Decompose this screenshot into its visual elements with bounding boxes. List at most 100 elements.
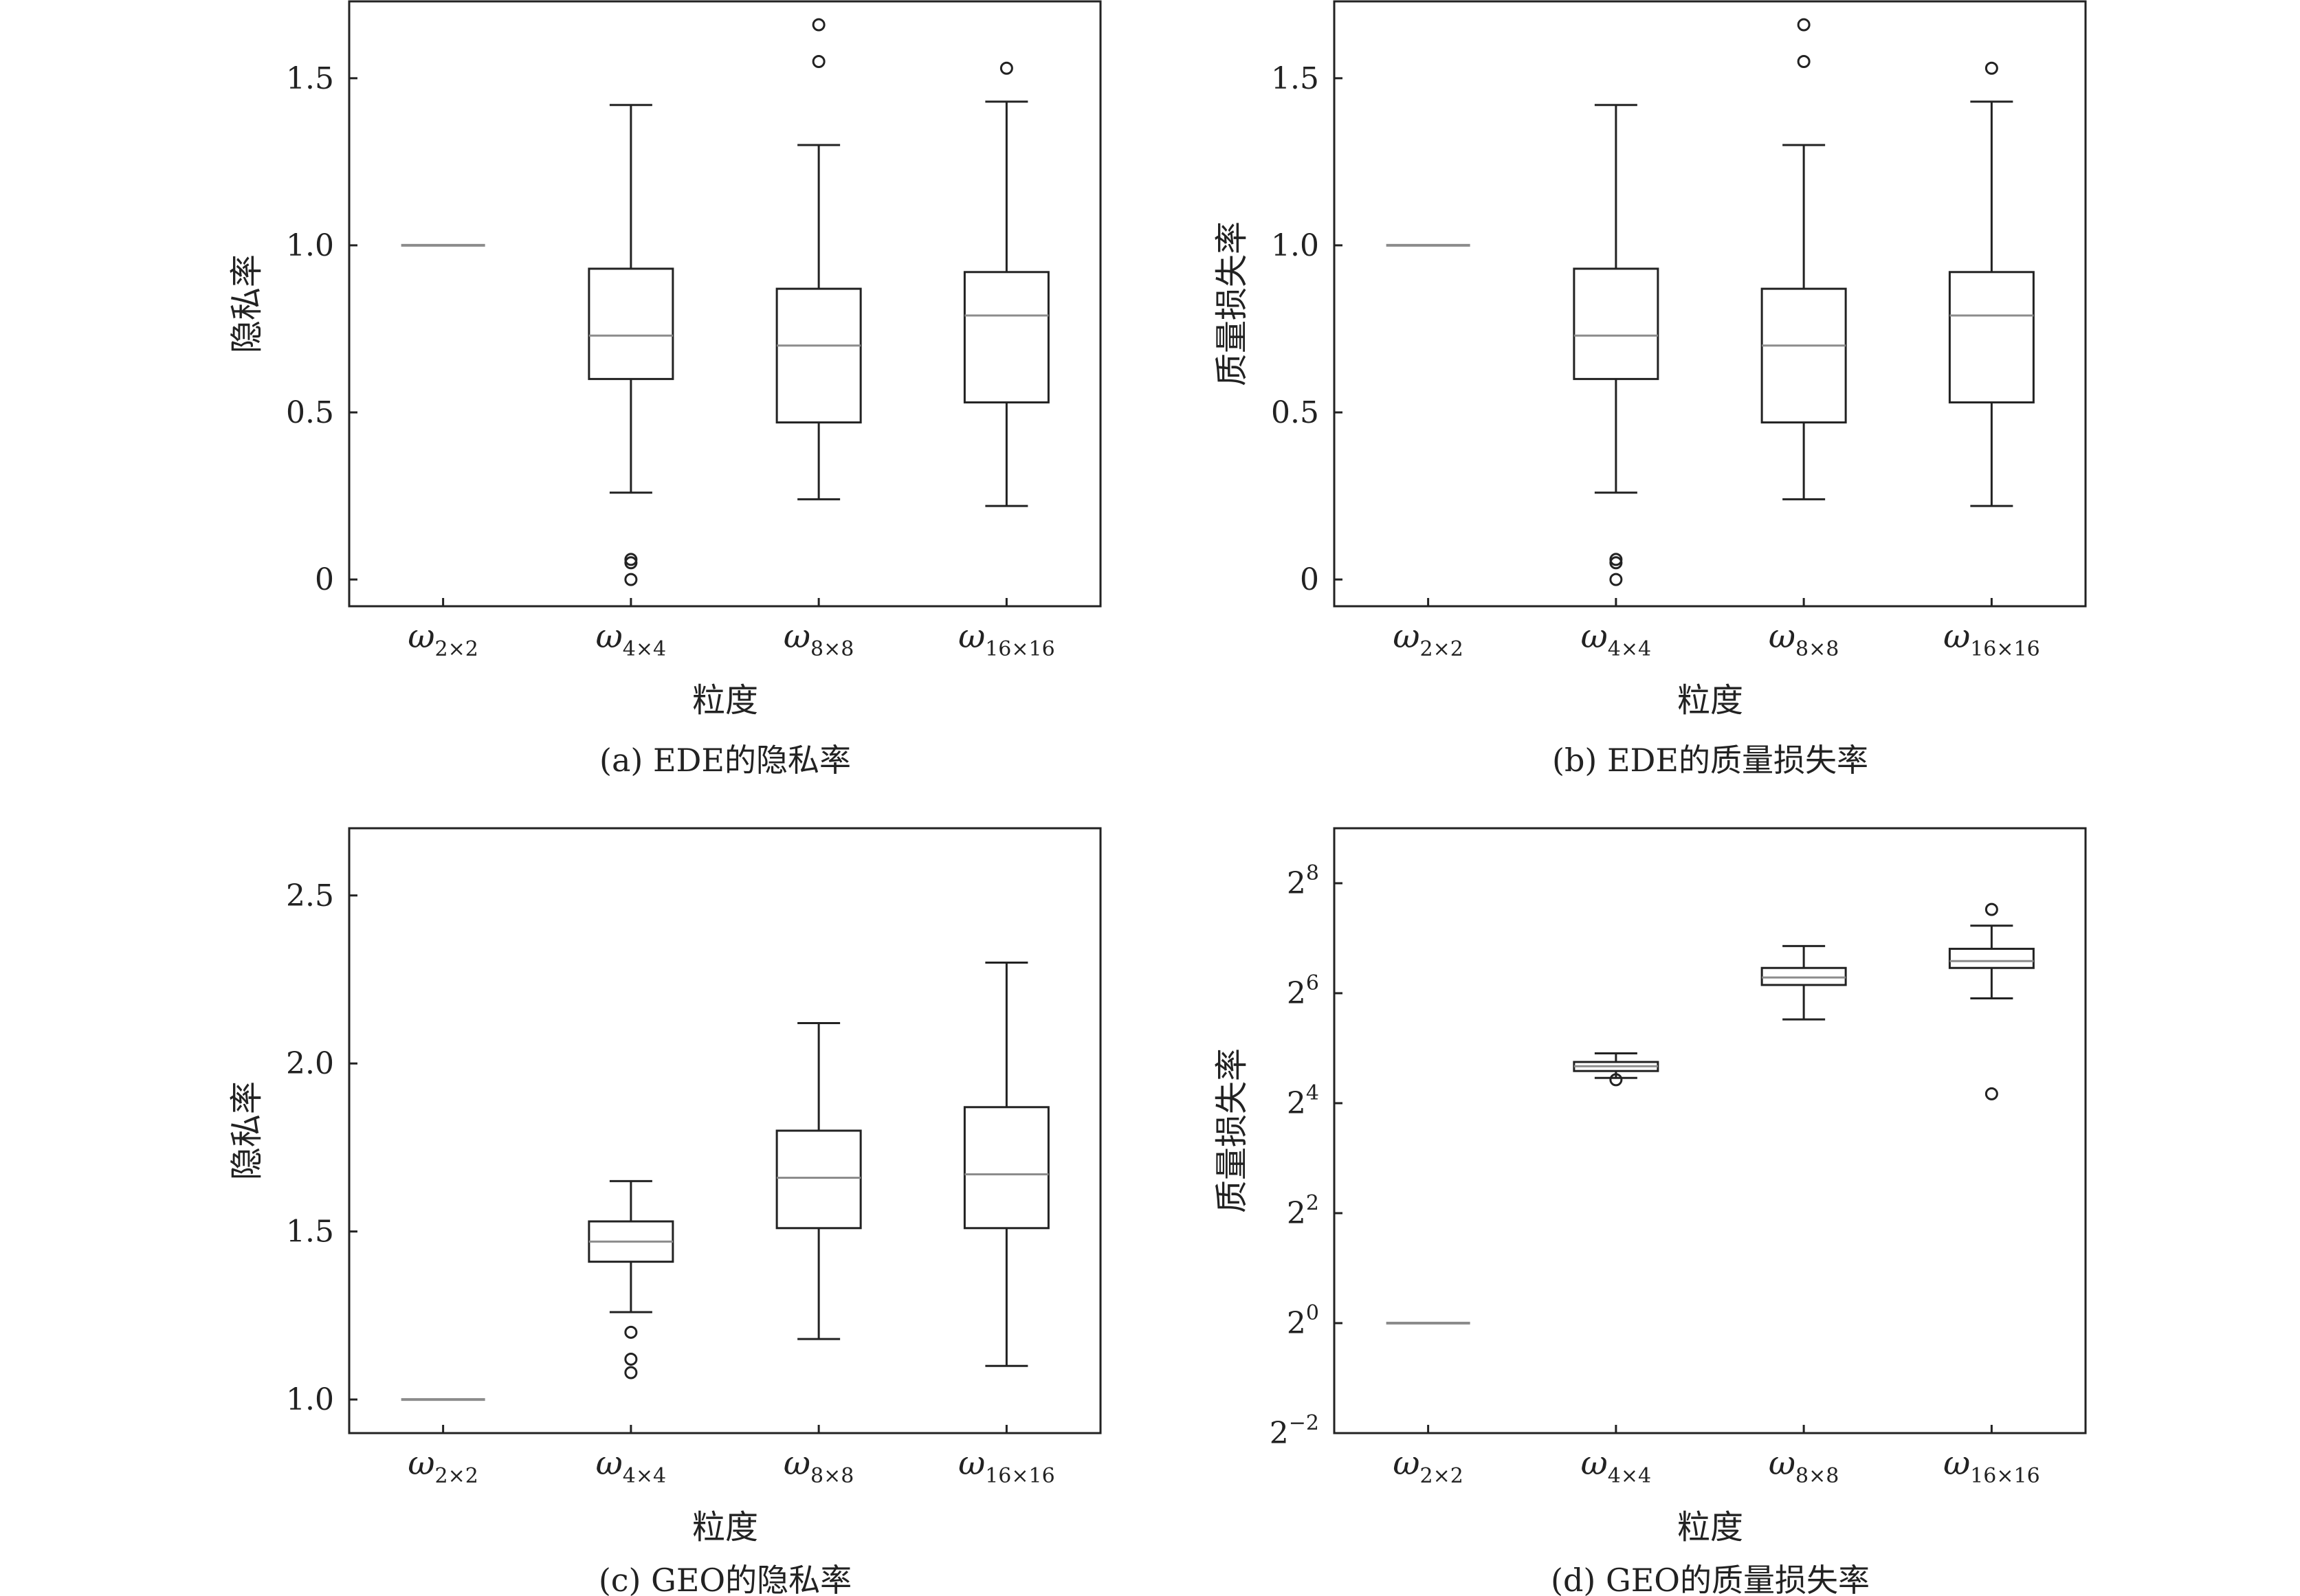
x-tick-label-b-2: ω8×8 [1769, 617, 1839, 661]
y-tick-label-c-0: 1.0 [286, 1382, 334, 1417]
x-axis-label-d: 粒度 [1677, 1508, 1743, 1547]
outlier-c-1-2 [624, 1325, 638, 1339]
outlier-c-1-1 [624, 1352, 638, 1366]
y-tick-label-d-5: 28 [1287, 861, 1319, 901]
box-c-2 [775, 1022, 862, 1340]
box-body-d-3 [1948, 947, 2035, 969]
y-ticks-d: 2−2 20 22 24 26 28 [1270, 861, 1342, 1451]
box-body-b-2 [1760, 287, 1847, 424]
y-tick-label-c-2: 2.0 [286, 1046, 334, 1081]
y-ticks-c: 1.0 1.5 2.0 2.5 [286, 878, 357, 1417]
boxes-c [401, 962, 1050, 1401]
x-tick-label-b-3: ω16×16 [1943, 617, 2040, 661]
plot-frame-b [1333, 0, 2087, 608]
y-ticks-b: 0 0.5 1.0 1.5 [1271, 61, 1342, 597]
box-d-2 [1760, 944, 1847, 1021]
x-categories-c: ω2×2 ω4×4 ω8×8 ω16×16 [408, 1425, 1055, 1488]
y-tick-label-b-3: 1.5 [1271, 61, 1319, 96]
outlier-b-3-0 [1984, 61, 1998, 75]
outlier-b-2-1 [1797, 18, 1811, 32]
box-body-c-2 [775, 1129, 862, 1230]
box-body-a-1 [588, 267, 674, 380]
y-tick-label-b-0: 0 [1300, 562, 1319, 597]
box-body-a-3 [963, 271, 1050, 403]
outlier-d-1-0 [1609, 1073, 1623, 1087]
y-tick-label-c-1: 1.5 [286, 1215, 334, 1250]
y-tick-label-a-0: 0 [315, 562, 334, 597]
outlier-c-1-0 [624, 1366, 638, 1379]
box-d-3 [1948, 902, 2035, 1100]
outlier-d-3-0 [1984, 1087, 1998, 1100]
x-tick-label-d-1: ω4×4 [1581, 1444, 1651, 1488]
y-tick-label-a-3: 1.5 [286, 61, 334, 96]
box-b-3 [1948, 61, 2035, 507]
panel-d: 质量损失率 粒度 (d) GEO的质量损失率 2−2 20 22 24 26 28 ω2×… [1213, 827, 2087, 1596]
x-categories-a: ω2×2 ω4×4 ω8×8 ω16×16 [408, 598, 1055, 661]
x-tick-label-a-3: ω16×16 [958, 617, 1055, 661]
outlier-a-2-0 [812, 55, 826, 69]
boxes-b [1386, 18, 2035, 586]
outlier-b-1-2 [1609, 553, 1623, 566]
outlier-d-3-1 [1984, 902, 1998, 916]
y-axis-label-a: 隐私率 [228, 254, 266, 353]
y-tick-label-d-4: 26 [1287, 971, 1319, 1011]
panel-a: 隐私率 粒度 (a) EDE的隐私率 0 0.5 1.0 1.5 ω2×2 ω4×4 ω8… [228, 0, 1102, 779]
y-ticks-a: 0 0.5 1.0 1.5 [286, 61, 357, 597]
y-tick-label-d-2: 22 [1287, 1191, 1319, 1231]
outlier-b-2-0 [1797, 55, 1811, 69]
panel-b: 质量损失率 粒度 (b) EDE的质量损失率 0 0.5 1.0 1.5 ω2×2 ω4… [1213, 0, 2087, 779]
x-tick-label-d-3: ω16×16 [1943, 1444, 2040, 1488]
x-tick-label-d-2: ω8×8 [1769, 1444, 1839, 1488]
x-tick-label-a-1: ω4×4 [596, 617, 666, 661]
box-body-d-2 [1760, 966, 1847, 986]
box-a-1 [588, 104, 674, 586]
box-b-1 [1573, 104, 1659, 586]
x-tick-label-a-0: ω2×2 [408, 617, 478, 661]
plot-frame-c [348, 827, 1102, 1434]
box-c-1 [588, 1179, 674, 1379]
caption-d: (d) GEO的质量损失率 [1551, 1562, 1870, 1596]
outlier-a-3-0 [999, 61, 1013, 75]
box-a-3 [963, 61, 1050, 507]
x-tick-label-b-1: ω4×4 [1581, 617, 1651, 661]
outlier-b-1-0 [1609, 573, 1623, 586]
box-body-a-2 [775, 287, 862, 424]
x-tick-label-b-0: ω2×2 [1393, 617, 1463, 661]
outlier-a-1-0 [624, 573, 638, 586]
box-body-c-3 [963, 1106, 1050, 1230]
x-tick-label-c-1: ω4×4 [596, 1444, 666, 1488]
x-tick-label-c-0: ω2×2 [408, 1444, 478, 1488]
y-tick-label-d-1: 20 [1287, 1301, 1319, 1341]
x-tick-label-a-2: ω8×8 [784, 617, 854, 661]
y-tick-label-c-3: 2.5 [286, 878, 334, 913]
box-d-1 [1573, 1052, 1659, 1087]
caption-b: (b) EDE的质量损失率 [1552, 742, 1868, 779]
boxes-a [401, 18, 1050, 586]
x-axis-label-a: 粒度 [692, 681, 758, 720]
box-body-b-1 [1573, 267, 1659, 380]
box-a-2 [775, 18, 862, 500]
y-tick-label-a-1: 0.5 [286, 395, 334, 430]
x-categories-b: ω2×2 ω4×4 ω8×8 ω16×16 [1393, 598, 2040, 661]
box-b-2 [1760, 18, 1847, 500]
y-axis-label-c: 隐私率 [228, 1081, 266, 1180]
x-tick-label-d-0: ω2×2 [1393, 1444, 1463, 1488]
box-c-3 [963, 962, 1050, 1367]
caption-c: (c) GEO的隐私率 [599, 1562, 852, 1596]
outlier-a-1-2 [624, 553, 638, 566]
y-axis-label-b: 质量损失率 [1213, 221, 1251, 386]
caption-a: (a) EDE的隐私率 [599, 742, 851, 779]
y-tick-label-a-2: 1.0 [286, 228, 334, 263]
x-categories-d: ω2×2 ω4×4 ω8×8 ω16×16 [1393, 1425, 2040, 1488]
plot-frame-a [348, 0, 1102, 608]
boxes-d [1386, 902, 2035, 1325]
x-axis-label-c: 粒度 [692, 1508, 758, 1547]
y-tick-label-b-1: 0.5 [1271, 395, 1319, 430]
y-axis-label-d: 质量损失率 [1213, 1048, 1251, 1213]
box-body-b-3 [1948, 271, 2035, 403]
plot-frame-d [1333, 827, 2087, 1434]
x-axis-label-b: 粒度 [1677, 681, 1743, 720]
y-tick-label-b-2: 1.0 [1271, 228, 1319, 263]
x-tick-label-c-2: ω8×8 [784, 1444, 854, 1488]
